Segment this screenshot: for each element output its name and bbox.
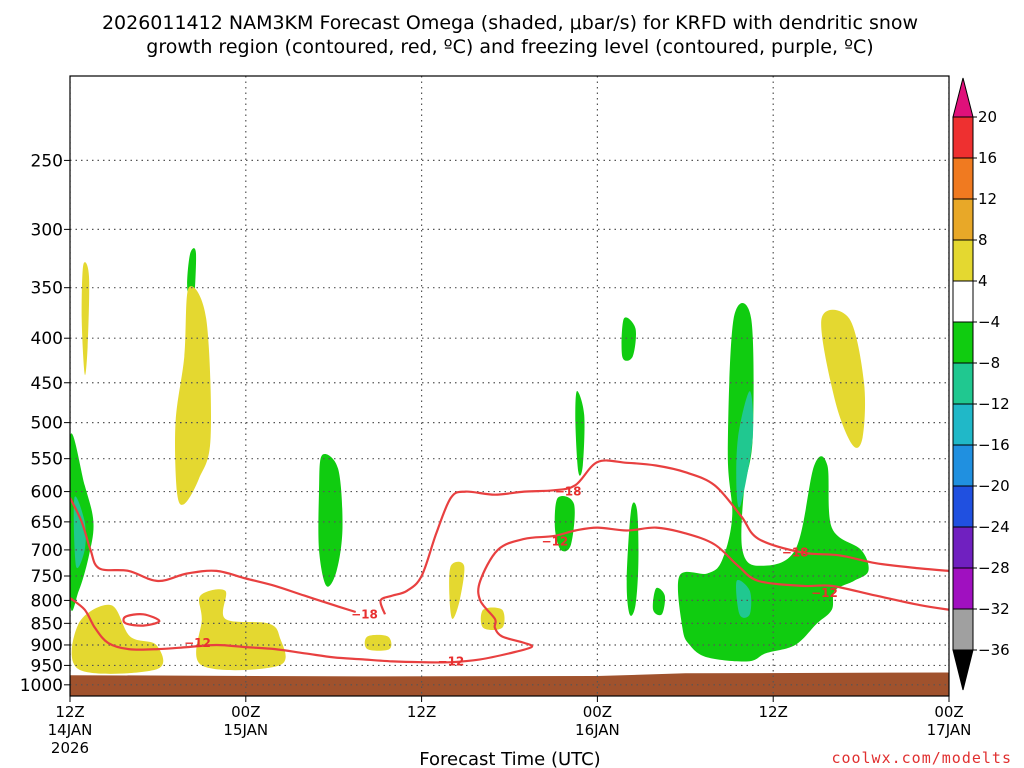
colorbar-box-12	[952, 608, 974, 651]
dgz-contour-line-2	[70, 526, 949, 664]
colorbar-label-5: −4	[978, 313, 1000, 331]
colorbar-box-10	[952, 526, 974, 569]
x-tick-label-24-1: 12Z	[407, 703, 436, 721]
y-tick-label-400: 400	[31, 329, 63, 349]
colorbar-box-8	[952, 444, 974, 487]
colorbar-box-0	[952, 116, 974, 159]
colorbar-box-3	[952, 239, 974, 282]
y-tick-label-600: 600	[31, 483, 63, 503]
dgz-contour-label-6: −18	[782, 546, 809, 560]
downward-motion-area-13	[175, 286, 211, 505]
downward-motion-area-15	[196, 589, 286, 671]
downward-motion-area-18	[480, 607, 505, 631]
y-tick-label-650: 650	[31, 513, 63, 533]
colorbar-box-9	[952, 485, 974, 528]
colorbar-label-13: −36	[978, 641, 1010, 659]
colorbar-label-7: −12	[978, 395, 1010, 413]
y-tick-label-850: 850	[31, 614, 63, 634]
dgz-contour-line-1	[379, 459, 949, 615]
grid-lines	[70, 76, 949, 696]
colorbar-label-6: −8	[978, 354, 1000, 372]
dgz-contour-label-0: −18	[351, 607, 378, 621]
plot-area: −18 −18 −12 −12 −12 −12 −18	[69, 75, 950, 697]
dgz-contour-line-7	[122, 613, 161, 627]
y-tick-label-800: 800	[31, 591, 63, 611]
x-tick-label-36-2: 16JAN	[575, 721, 620, 739]
colorbar: 20 16 12 8 4 −4 −8 −12 −16 −20 −24 −28 −32 −36	[952, 77, 1010, 691]
upward-motion-area-10	[736, 391, 754, 508]
colorbar-box-2	[952, 198, 974, 241]
colorbar-label-3: 8	[978, 231, 988, 249]
colorbar-label-1: 16	[978, 149, 997, 167]
dgz-contour-label-3: −12	[184, 636, 211, 650]
upward-motion-area-8	[652, 587, 666, 616]
colorbar-box-4	[952, 280, 974, 323]
colorbar-box-11	[952, 567, 974, 610]
x-tick-label-12-1: 00Z	[231, 703, 260, 721]
colorbar-label-11: −28	[978, 559, 1010, 577]
dgz-contours: −18 −18 −12 −12 −12 −12 −18	[70, 459, 949, 668]
colorbar-label-4: 4	[978, 272, 988, 290]
dgz-contour-line-0	[70, 497, 357, 614]
y-axis-ticks: 2503003504004505005506006507007508008509…	[20, 151, 70, 696]
colorbar-top-arrow	[952, 77, 974, 118]
colorbar-box-6	[952, 362, 974, 405]
y-tick-label-450: 450	[31, 374, 63, 394]
y-tick-label-350: 350	[31, 279, 63, 299]
x-axis-label: Forecast Time (UTC)	[419, 749, 600, 768]
upward-motion-area-6	[621, 317, 636, 361]
y-tick-label-750: 750	[31, 567, 63, 587]
upward-motion-area-9	[677, 303, 869, 662]
y-tick-label-250: 250	[31, 151, 63, 171]
x-tick-label-0-2: 14JAN	[48, 721, 93, 739]
colorbar-label-2: 12	[978, 190, 997, 208]
x-tick-label-60-1: 00Z	[934, 703, 963, 721]
colorbar-label-0: 20	[978, 108, 997, 126]
x-tick-label-12-2: 15JAN	[223, 721, 268, 739]
y-tick-label-900: 900	[31, 636, 63, 656]
colorbar-box-7	[952, 403, 974, 446]
y-tick-label-950: 950	[31, 656, 63, 676]
colorbar-box-5	[952, 321, 974, 364]
colorbar-label-12: −32	[978, 600, 1010, 618]
colorbar-label-8: −16	[978, 436, 1010, 454]
ground-surface	[70, 672, 949, 696]
upward-motion-area-3	[318, 453, 343, 587]
chart-title-line1: 2026011412 NAM3KM Forecast Omega (shaded…	[102, 12, 918, 34]
colorbar-label-10: −24	[978, 518, 1010, 536]
colorbar-label-9: −20	[978, 477, 1010, 495]
y-tick-label-1000: 1000	[20, 676, 63, 696]
colorbar-box-1	[952, 157, 974, 200]
y-tick-label-500: 500	[31, 414, 63, 434]
y-tick-label-300: 300	[31, 220, 63, 240]
downward-motion-area-14	[71, 604, 164, 674]
upward-motion-area-11	[736, 579, 752, 618]
plot-frame	[69, 75, 950, 697]
x-tick-label-0-1: 12Z	[55, 703, 84, 721]
y-tick-label-700: 700	[31, 541, 63, 561]
upward-motion-area-4	[575, 391, 585, 476]
dgz-contour-label-2: −12	[542, 535, 569, 549]
dgz-contour-label-4: −12	[811, 586, 838, 600]
credit-text: coolwx.com/modelts	[831, 749, 1012, 767]
x-tick-label-36-1: 00Z	[583, 703, 612, 721]
colorbar-bottom-arrow	[952, 649, 974, 691]
chart-title-line2: growth region (contoured, red, ºC) and f…	[146, 36, 873, 58]
omega-shading	[70, 248, 869, 674]
upward-motion-area-5	[554, 495, 575, 552]
x-tick-label-0-3: 2026	[51, 739, 89, 757]
dgz-contour-label-5: −12	[438, 654, 465, 668]
dgz-contour-label-1: −18	[555, 485, 582, 499]
y-tick-label-550: 550	[31, 450, 63, 470]
downward-motion-area-12	[81, 262, 90, 376]
x-tick-label-60-2: 17JAN	[927, 721, 972, 739]
downward-motion-area-19	[821, 309, 866, 448]
downward-motion-area-16	[364, 634, 392, 651]
x-tick-label-48-1: 12Z	[759, 703, 788, 721]
